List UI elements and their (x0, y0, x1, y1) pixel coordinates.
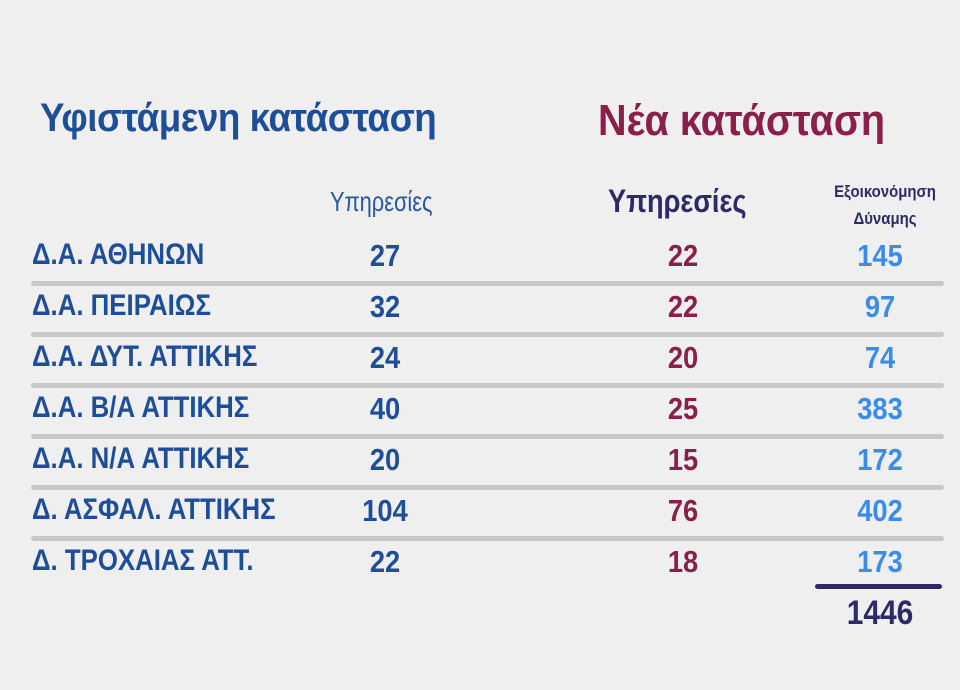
table-row: Δ.Α. ΠΕΙΡΑΙΩΣ 32 22 97 (0, 285, 960, 336)
current-state-title: Υφιστάμενη κατάσταση (40, 96, 437, 140)
savings-value: 402 (857, 493, 903, 528)
table-row: Δ.Α. Β/Α ΑΤΤΙΚΗΣ 40 25 383 (0, 387, 960, 438)
savings-header-line2: Δύναμης (853, 209, 917, 228)
total-savings: 1446 (846, 594, 914, 632)
row-divider (31, 485, 944, 490)
new-services-value: 15 (667, 442, 699, 477)
row-divider (31, 536, 944, 541)
table-row: Δ.Α. ΔΥΤ. ΑΤΤΙΚΗΣ 24 20 74 (0, 336, 960, 387)
savings-value: 97 (864, 289, 896, 324)
row-label: Δ.Α. Ν/Α ΑΤΤΙΚΗΣ (32, 442, 250, 475)
row-label: Δ.Α. ΠΕΙΡΑΙΩΣ (32, 289, 211, 322)
current-services-header: Υπηρεσίες (330, 186, 433, 217)
row-label: Δ.Α. Β/Α ΑΤΤΙΚΗΣ (32, 391, 250, 424)
row-label: Δ.Α. ΔΥΤ. ΑΤΤΙΚΗΣ (32, 340, 258, 373)
current-services-value: 32 (369, 289, 401, 324)
savings-value: 145 (857, 238, 903, 273)
row-divider (31, 383, 944, 388)
current-services-value: 20 (369, 442, 401, 477)
savings-value: 74 (864, 340, 896, 375)
row-label: Δ. ΑΣΦΑΛ. ΑΤΤΙΚΗΣ (32, 493, 276, 526)
current-services-value: 40 (369, 391, 401, 426)
new-services-value: 22 (667, 238, 699, 273)
savings-value: 383 (857, 391, 903, 426)
current-services-value: 104 (362, 493, 408, 528)
savings-value: 172 (857, 442, 903, 477)
current-services-value: 22 (369, 544, 401, 579)
row-divider (31, 281, 944, 286)
new-services-header: Υπηρεσίες (608, 183, 747, 219)
savings-value: 173 (857, 544, 903, 579)
row-label: Δ.Α. ΑΘΗΝΩΝ (32, 238, 205, 271)
current-services-value: 27 (369, 238, 401, 273)
row-divider (31, 332, 944, 337)
new-services-value: 22 (667, 289, 699, 324)
new-state-title: Νέα κατάσταση (598, 96, 886, 145)
row-label: Δ. ΤΡΟΧΑΙΑΣ ΑΤΤ. (32, 544, 254, 577)
row-divider (31, 434, 944, 439)
savings-header: Εξοικονόμηση Δύναμης (819, 178, 951, 232)
table-row: Δ. ΑΣΦΑΛ. ΑΤΤΙΚΗΣ 104 76 402 (0, 489, 960, 540)
savings-header-line1: Εξοικονόμηση (834, 182, 936, 201)
table-row: Δ.Α. ΑΘΗΝΩΝ 27 22 145 (0, 234, 960, 285)
current-services-value: 24 (369, 340, 401, 375)
new-services-value: 25 (667, 391, 699, 426)
sum-underline (815, 584, 942, 589)
table-row: Δ.Α. Ν/Α ΑΤΤΙΚΗΣ 20 15 172 (0, 438, 960, 489)
new-services-value: 76 (667, 493, 699, 528)
new-services-value: 18 (667, 544, 699, 579)
new-services-value: 20 (667, 340, 699, 375)
table-row: Δ. ΤΡΟΧΑΙΑΣ ΑΤΤ. 22 18 173 (0, 540, 960, 591)
